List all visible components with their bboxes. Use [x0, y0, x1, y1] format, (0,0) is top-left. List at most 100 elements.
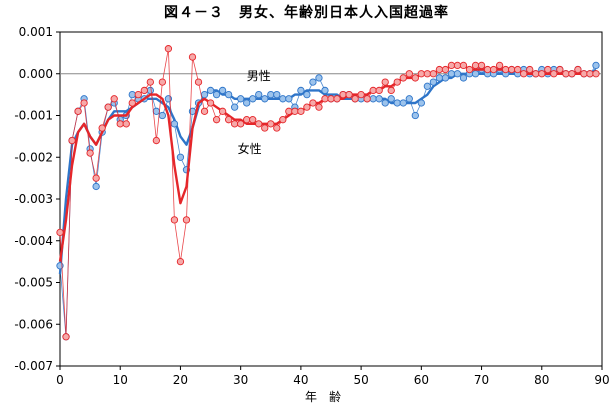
- series-female-point: [477, 61, 486, 70]
- series-male-point: [393, 99, 401, 107]
- series-female-point: [68, 136, 76, 145]
- x-tick-label: 60: [414, 373, 429, 387]
- series-male-point: [309, 78, 317, 86]
- series-male-point: [146, 86, 154, 95]
- series-male-point: [417, 99, 425, 107]
- series-female-point: [363, 95, 371, 103]
- series-male-point: [369, 95, 377, 103]
- series-female-point: [267, 120, 275, 128]
- series-female-point: [375, 86, 383, 95]
- x-tick-label: 70: [474, 373, 489, 387]
- series-female-point: [200, 107, 209, 115]
- series-male-point: [261, 95, 269, 103]
- series-male-point: [297, 86, 305, 95]
- series-female-point: [170, 216, 179, 224]
- series-male-point: [206, 86, 215, 95]
- series-female-point: [206, 99, 215, 107]
- y-tick-label: -0.004: [14, 234, 53, 248]
- series-female-point: [80, 99, 88, 107]
- x-axis-label: 年 齢: [305, 389, 341, 404]
- annotation-male: 男性: [247, 69, 271, 83]
- series-female-point: [489, 65, 498, 74]
- series-female-point: [544, 65, 552, 74]
- x-tick-label: 50: [353, 373, 368, 387]
- series-female-point: [291, 107, 299, 115]
- series-female-point: [92, 174, 100, 182]
- series-female: [56, 45, 600, 341]
- series-female-point: [188, 53, 197, 61]
- series-male-point: [459, 74, 468, 82]
- series-male-point: [200, 90, 209, 99]
- y-tick-label: -0.001: [14, 109, 53, 123]
- x-tick-labels: 0 10 20 30 40 50 60 70 80 90: [56, 373, 609, 387]
- series-male-point: [285, 95, 293, 103]
- series-male-point: [429, 78, 438, 86]
- series-female-point: [255, 120, 263, 128]
- series-male-point: [92, 182, 100, 191]
- series-male-point: [423, 82, 432, 90]
- series-female-point: [586, 70, 594, 78]
- series-female-point: [230, 120, 239, 128]
- series-female-point: [459, 61, 468, 70]
- series-female-point: [98, 124, 106, 132]
- series-female-point: [146, 78, 154, 86]
- series-male-point: [176, 153, 185, 161]
- series-female-point: [315, 103, 323, 111]
- series-male-point: [237, 95, 245, 103]
- series-female-point: [86, 149, 94, 157]
- series-male-point: [218, 86, 227, 95]
- series-male-point: [471, 70, 480, 78]
- series-male-point: [375, 95, 383, 103]
- axes: [56, 31, 603, 370]
- series-male-point: [170, 120, 179, 128]
- series-female-point: [122, 120, 130, 128]
- series-male-point: [315, 74, 323, 82]
- series-female-point: [243, 116, 251, 124]
- series-female-point: [562, 70, 570, 78]
- series-male-point: [128, 90, 136, 99]
- series-male-point: [267, 90, 275, 99]
- series-female-point: [164, 45, 173, 53]
- series-male-raw-line: [59, 65, 597, 337]
- series-female-point: [110, 95, 118, 103]
- x-tick-label: 80: [534, 373, 549, 387]
- series-female-point: [249, 116, 257, 124]
- series-female-point: [327, 95, 335, 103]
- series-female-point: [303, 103, 311, 111]
- series-male-point: [212, 90, 221, 99]
- x-tick-label: 90: [594, 373, 609, 387]
- series-male-point: [279, 95, 287, 103]
- series-male-point: [273, 90, 281, 99]
- series-female-point: [56, 228, 64, 237]
- series-female-point: [483, 65, 492, 74]
- series-male-point: [405, 95, 413, 103]
- series-female-point: [369, 86, 377, 95]
- series-female-point: [514, 65, 522, 74]
- series-female-point: [417, 70, 425, 78]
- series-female-point: [321, 95, 329, 103]
- series-male-point: [224, 90, 233, 99]
- series-female-point: [345, 90, 353, 99]
- series-female-point: [194, 78, 203, 86]
- series-female-point: [224, 116, 233, 124]
- series-female-point: [447, 61, 456, 70]
- chart-title: 図４－３ 男女、年齢別日本人入国超過率: [164, 5, 449, 21]
- series-female-point: [74, 107, 82, 115]
- series-female-point: [435, 65, 444, 74]
- series-male-point: [243, 99, 251, 107]
- series-female-point: [574, 65, 582, 74]
- series-female-point: [526, 65, 534, 74]
- series-female-point: [116, 120, 124, 128]
- series-female-point: [532, 70, 540, 78]
- series-female-point: [381, 78, 389, 86]
- series-male-point: [592, 61, 600, 70]
- series-female-point: [405, 70, 413, 78]
- series-male-point: [435, 74, 444, 82]
- series-female-point: [285, 107, 293, 115]
- y-tick-label: 0.001: [19, 25, 53, 39]
- series-female-point: [592, 70, 600, 78]
- series-female-point: [399, 74, 407, 82]
- series-female-point: [351, 95, 359, 103]
- series-male-point: [255, 90, 263, 99]
- series-female-point: [62, 333, 70, 341]
